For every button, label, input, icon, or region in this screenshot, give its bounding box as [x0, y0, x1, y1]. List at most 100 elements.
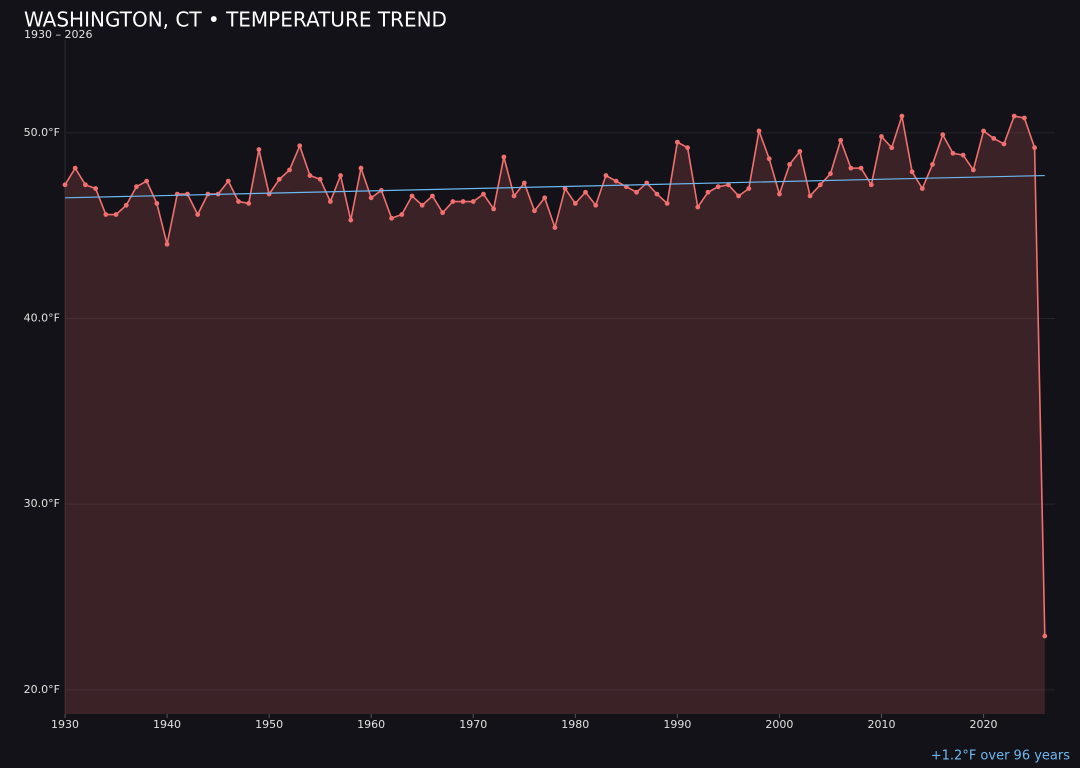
point	[736, 193, 742, 199]
point	[256, 147, 262, 152]
point	[185, 191, 190, 197]
point	[521, 180, 527, 186]
point	[348, 217, 354, 223]
point	[72, 165, 78, 171]
point	[746, 186, 752, 191]
point	[154, 200, 160, 206]
point	[62, 182, 68, 188]
point	[705, 189, 711, 195]
point	[419, 202, 425, 208]
area	[65, 116, 1045, 715]
point	[276, 176, 282, 182]
x-tick-label: 2000	[765, 718, 793, 731]
x-tick-label: 1990	[663, 718, 691, 731]
point	[950, 150, 956, 156]
point	[501, 154, 507, 160]
x-tick-label: 1980	[561, 718, 589, 731]
point	[848, 165, 854, 171]
point	[777, 191, 782, 197]
point	[440, 210, 446, 216]
point	[195, 212, 201, 217]
point	[868, 182, 874, 188]
point	[83, 182, 88, 188]
trend-line	[64, 174, 1045, 199]
point	[919, 186, 925, 191]
point	[838, 137, 844, 143]
point	[317, 176, 323, 182]
point	[889, 145, 895, 151]
point	[409, 193, 415, 199]
point	[113, 212, 119, 217]
y-tick-label: 40.0°F	[24, 312, 60, 325]
point	[593, 202, 599, 208]
point	[225, 178, 231, 184]
point	[1042, 633, 1048, 639]
point	[715, 184, 721, 190]
point	[991, 136, 997, 141]
chart-subtitle: 1930 – 2026	[24, 28, 92, 41]
point	[858, 165, 864, 171]
point	[930, 162, 935, 167]
point	[664, 200, 670, 206]
point	[726, 182, 731, 188]
x-tick-label: 1950	[255, 718, 283, 731]
point	[287, 167, 292, 173]
point	[828, 171, 833, 177]
point	[756, 128, 762, 134]
point	[491, 206, 497, 212]
trend-annotation: +1.2°F over 96 years	[931, 749, 1070, 764]
point	[430, 193, 435, 199]
point	[389, 215, 394, 221]
point	[144, 178, 150, 184]
point	[899, 113, 905, 119]
point	[603, 173, 609, 178]
point	[93, 186, 99, 191]
point	[613, 178, 619, 184]
point	[562, 186, 568, 191]
x-tick-label: 1970	[459, 718, 487, 731]
point	[970, 167, 976, 173]
x-tick-label: 2020	[970, 718, 998, 731]
point	[266, 191, 272, 197]
point	[909, 169, 915, 175]
point	[1032, 145, 1037, 151]
point	[164, 241, 170, 247]
point	[327, 199, 333, 204]
point	[460, 199, 466, 204]
point	[511, 193, 517, 199]
point	[542, 195, 548, 201]
point	[399, 212, 405, 217]
point	[583, 189, 588, 195]
point	[532, 208, 537, 214]
point	[787, 162, 793, 167]
point	[817, 182, 823, 188]
point	[123, 202, 129, 208]
y-tick-label: 50.0°F	[24, 126, 60, 139]
x-tick-label: 1930	[51, 718, 79, 731]
point	[481, 191, 486, 197]
point	[134, 184, 139, 190]
point	[1001, 141, 1007, 147]
point	[1011, 113, 1017, 119]
point	[981, 128, 986, 134]
point	[766, 156, 772, 162]
y-tick-label: 30.0°F	[24, 497, 60, 510]
x-tick-label: 1940	[153, 718, 181, 731]
point	[297, 143, 303, 149]
point	[634, 189, 639, 195]
point	[246, 200, 252, 206]
point	[572, 200, 578, 206]
point	[338, 173, 343, 178]
point	[797, 149, 803, 154]
x-tick-label: 1960	[357, 718, 385, 731]
y-tick-label: 20.0°F	[24, 683, 60, 696]
point	[368, 195, 374, 201]
x-tick-label: 2010	[867, 718, 895, 731]
point	[960, 152, 966, 158]
point	[685, 145, 690, 151]
point	[940, 132, 946, 138]
point	[450, 199, 456, 204]
chart-title: WASHINGTON, CT • TEMPERATURE TREND	[24, 8, 447, 32]
point	[654, 191, 660, 197]
